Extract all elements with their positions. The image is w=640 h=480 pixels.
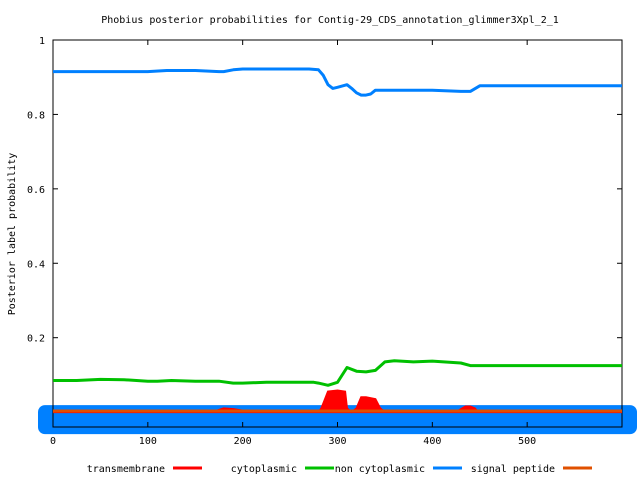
x-tick-label: 0 xyxy=(50,436,56,447)
y-tick-label: 1 xyxy=(39,36,45,47)
x-tick-label: 400 xyxy=(423,436,441,447)
x-tick-label: 500 xyxy=(518,436,536,447)
y-axis-label: Posterior label probability xyxy=(7,153,18,316)
chart-title: Phobius posterior probabilities for Cont… xyxy=(101,15,559,26)
y-tick-label: 0.2 xyxy=(27,334,45,345)
legend-label: cytoplasmic xyxy=(231,464,297,475)
y-tick-label: 0.4 xyxy=(27,259,45,270)
x-tick-label: 300 xyxy=(328,436,346,447)
axis-frame xyxy=(52,39,623,428)
y-tick-label: 0.8 xyxy=(27,110,45,121)
series-non-cytoplasmic-line xyxy=(53,67,622,97)
legend: transmembrane cytoplasmic non cytoplasmic s… xyxy=(87,464,592,475)
plot-area: 0 100 200 300 400 500 0.2 0.4 0.6 0.8 1 xyxy=(27,36,637,447)
legend-label: transmembrane xyxy=(87,464,165,475)
series-cytoplasmic-line xyxy=(53,359,622,387)
legend-label: signal peptide xyxy=(471,464,555,475)
x-tick-label: 200 xyxy=(234,436,252,447)
y-tick-label: 0.6 xyxy=(27,185,45,196)
x-tick-label: 100 xyxy=(139,436,157,447)
legend-label: non cytoplasmic xyxy=(335,464,425,475)
